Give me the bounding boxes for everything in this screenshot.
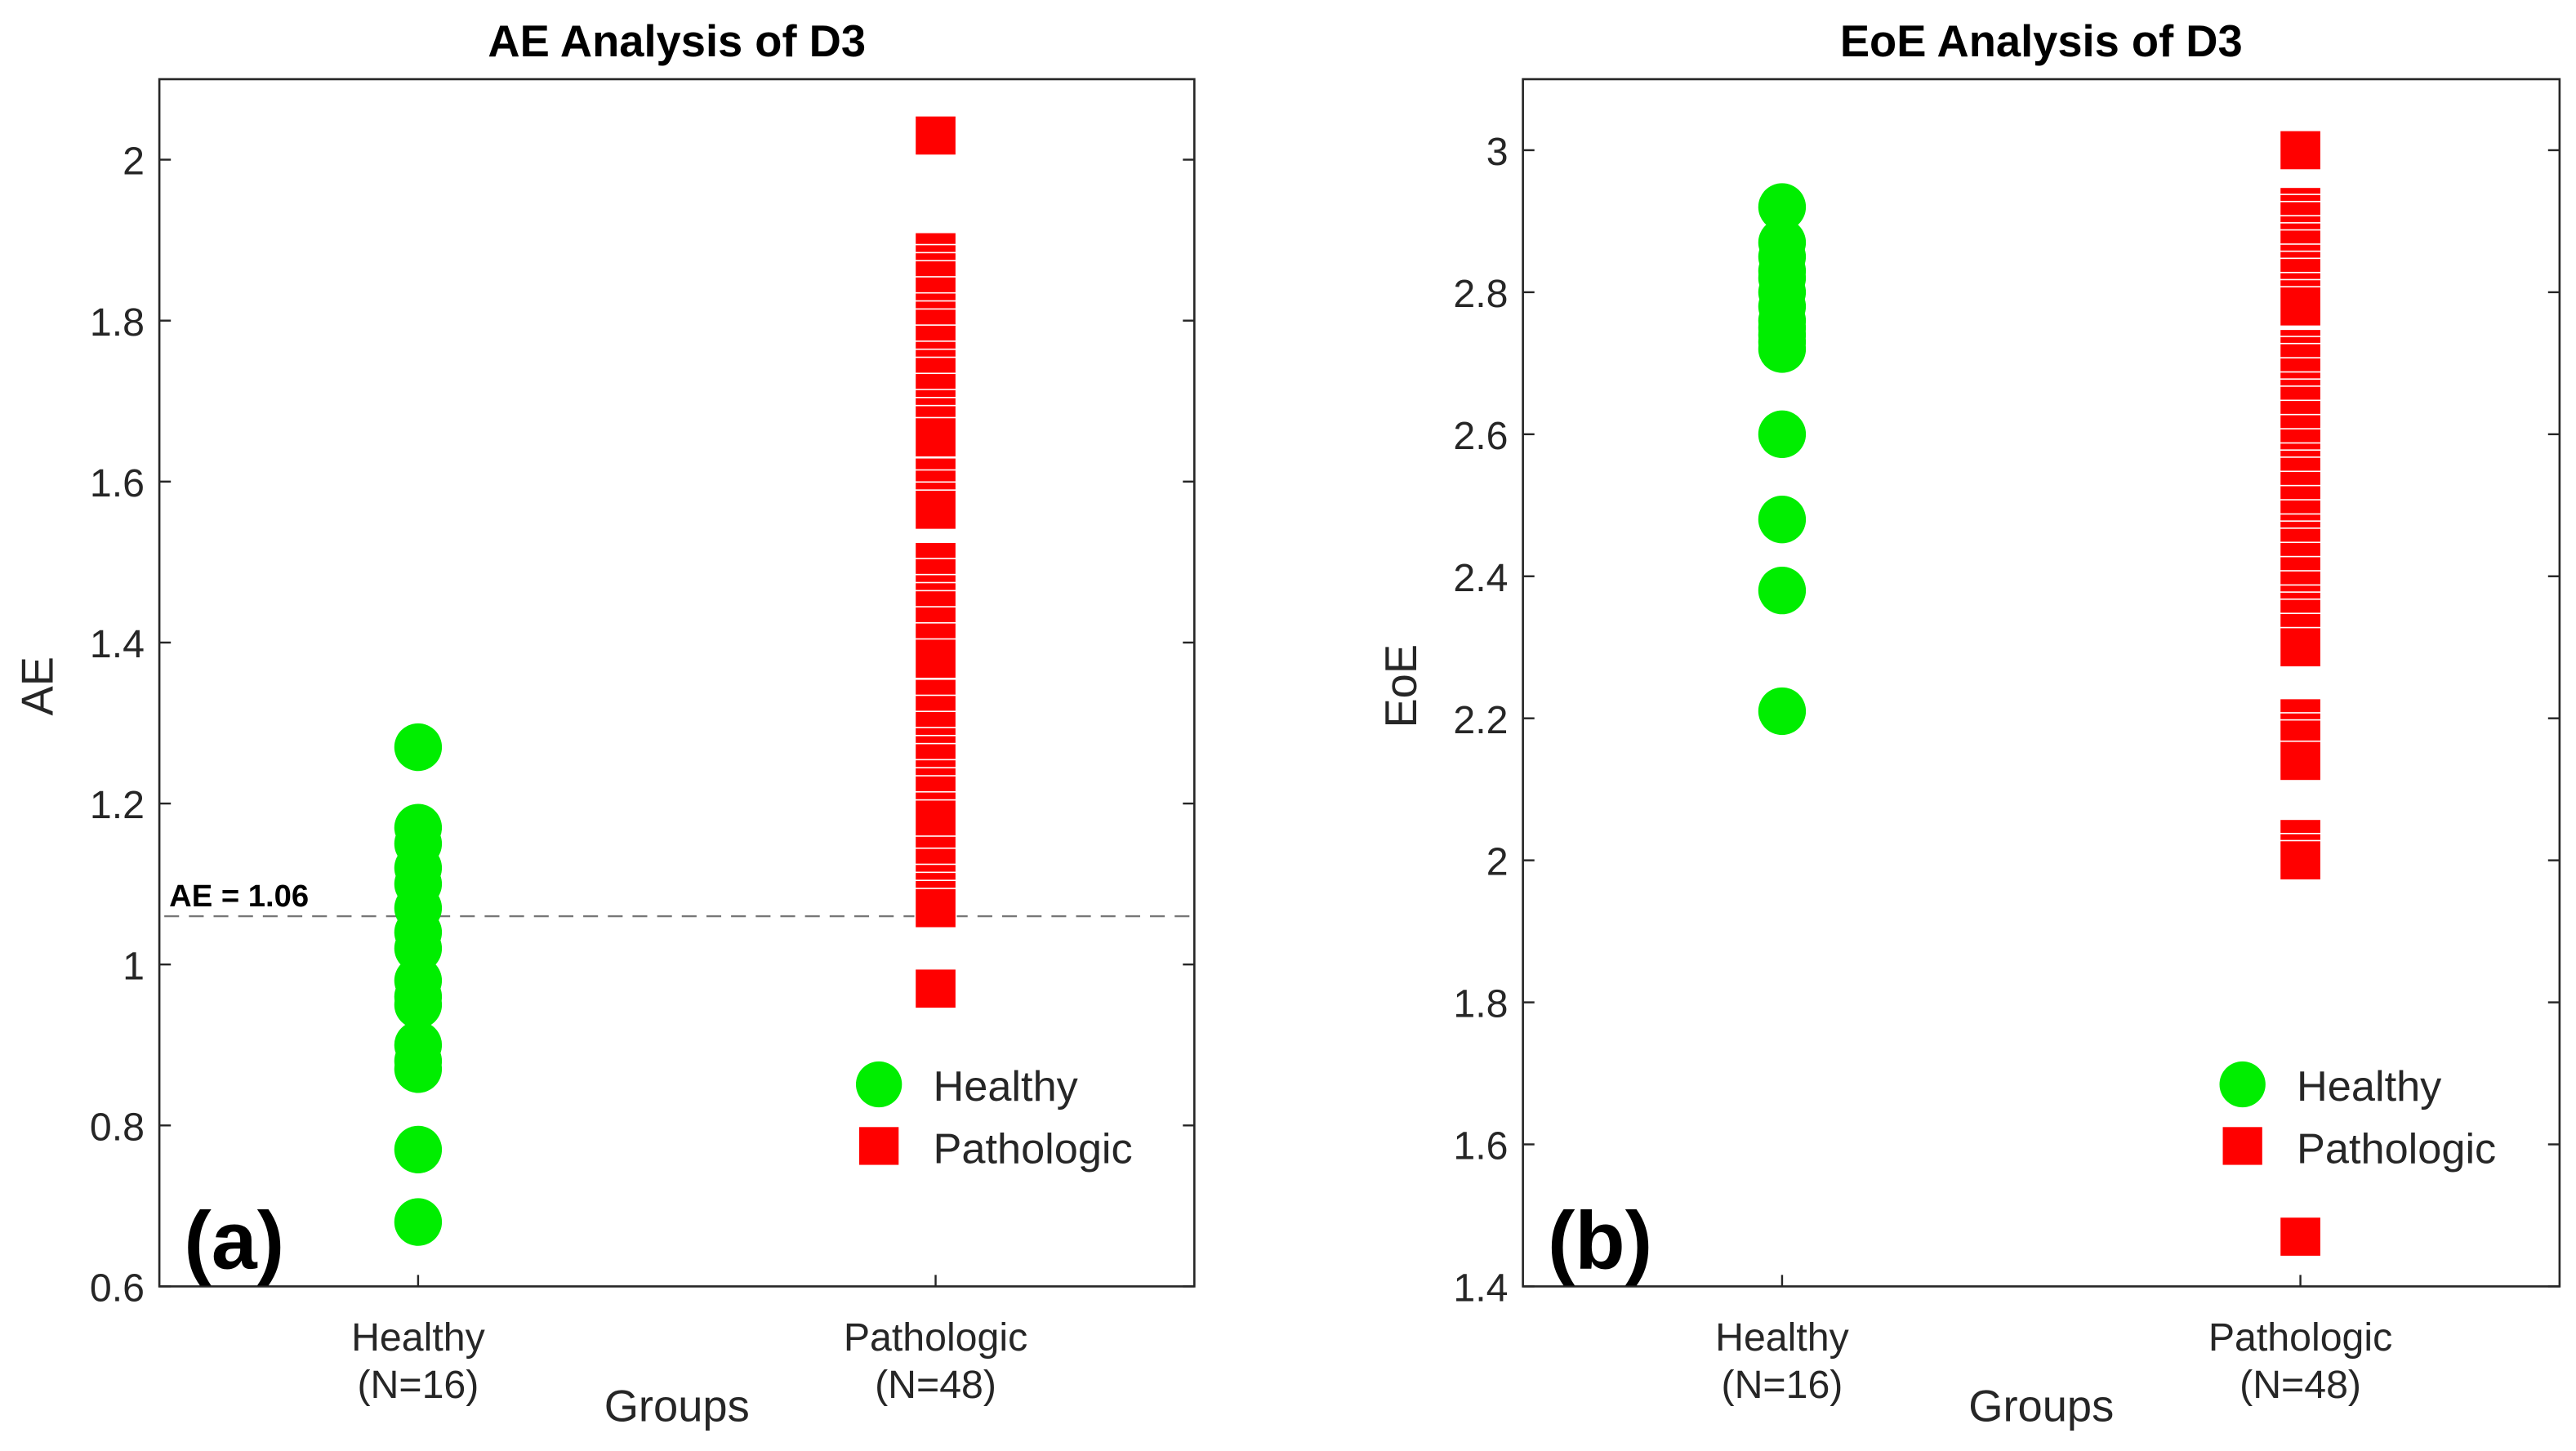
chart-title: AE Analysis of D3 bbox=[488, 16, 866, 66]
y-tick-label: 1.4 bbox=[90, 622, 145, 666]
x-axis-label: Groups bbox=[604, 1381, 750, 1431]
y-tick-label: 1.6 bbox=[1453, 1124, 1508, 1168]
eoe-chart: EoE Analysis of D3 1.4 1.6 1.8 2 2.2 2.4 2.6 2.8… bbox=[1376, 16, 2561, 1431]
y-tick-label: 2.6 bbox=[1453, 414, 1508, 458]
pathologic-point bbox=[914, 888, 957, 929]
pathologic-point bbox=[914, 416, 957, 458]
pathologic-point bbox=[2279, 740, 2322, 781]
panel-label: (a) bbox=[184, 1195, 284, 1286]
y-tick-label: 1.4 bbox=[1453, 1266, 1508, 1311]
legend-pathologic-marker bbox=[859, 1127, 899, 1165]
pathologic-point bbox=[914, 799, 957, 840]
axes-box bbox=[158, 78, 1196, 1288]
y-tick-label: 2.4 bbox=[1453, 556, 1508, 600]
pathologic-point bbox=[2279, 1216, 2322, 1257]
healthy-point bbox=[1758, 410, 1807, 458]
x-tick-sublabel: (N=16) bbox=[1722, 1363, 1843, 1407]
y-tick-label: 1.8 bbox=[90, 300, 145, 345]
axes-box bbox=[1522, 78, 2561, 1288]
y-tick-label: 3 bbox=[1486, 130, 1509, 174]
y-tick-label: 0.8 bbox=[90, 1105, 145, 1149]
y-tick-label: 1.6 bbox=[90, 461, 145, 505]
y-tick-label: 2 bbox=[123, 140, 145, 184]
x-tick-sublabel: (N=48) bbox=[2240, 1363, 2361, 1407]
healthy-point bbox=[394, 1125, 443, 1174]
y-tick-label: 2.2 bbox=[1453, 698, 1508, 742]
x-tick-label: Healthy bbox=[351, 1315, 486, 1360]
pathologic-point bbox=[914, 638, 957, 679]
pathologic-point bbox=[914, 968, 957, 1009]
y-tick-label: 1.2 bbox=[90, 783, 145, 827]
pathologic-point bbox=[2279, 839, 2322, 881]
legend-pathologic-label: Pathologic bbox=[934, 1126, 1133, 1173]
healthy-point bbox=[394, 1198, 443, 1246]
x-tick-label: Pathologic bbox=[844, 1315, 1027, 1360]
x-tick-label: Healthy bbox=[1715, 1315, 1850, 1360]
healthy-point bbox=[1758, 496, 1807, 544]
x-axis-label: Groups bbox=[1968, 1381, 2114, 1431]
y-tick-label: 0.6 bbox=[90, 1266, 145, 1311]
legend-pathologic-label: Pathologic bbox=[2297, 1126, 2496, 1173]
healthy-point bbox=[1758, 687, 1807, 736]
pathologic-point bbox=[914, 115, 957, 156]
legend-healthy-marker bbox=[855, 1061, 902, 1108]
pathologic-point bbox=[914, 489, 957, 531]
y-axis-label: AE bbox=[12, 657, 62, 715]
legend-healthy-label: Healthy bbox=[2297, 1063, 2442, 1111]
pathologic-point bbox=[2279, 626, 2322, 668]
y-axis-label: EoE bbox=[1376, 644, 1426, 728]
y-tick-label: 1 bbox=[123, 944, 145, 988]
pathologic-point bbox=[2279, 286, 2322, 327]
healthy-point bbox=[394, 723, 443, 772]
healthy-point bbox=[1758, 183, 1807, 231]
pathologic-point bbox=[2279, 130, 2322, 171]
y-tick-label: 2.8 bbox=[1453, 272, 1508, 316]
threshold-label: AE = 1.06 bbox=[169, 879, 309, 914]
healthy-point bbox=[394, 1045, 443, 1093]
y-tick-label: 2 bbox=[1486, 840, 1509, 884]
x-tick-sublabel: (N=16) bbox=[357, 1363, 479, 1407]
legend-healthy-marker bbox=[2219, 1061, 2266, 1108]
healthy-point bbox=[394, 981, 443, 1029]
panel-label: (b) bbox=[1548, 1195, 1652, 1286]
x-tick-label: Pathologic bbox=[2208, 1315, 2392, 1360]
healthy-point bbox=[1758, 325, 1807, 373]
y-tick-label: 1.8 bbox=[1453, 982, 1508, 1026]
legend-pathologic-marker bbox=[2222, 1127, 2262, 1165]
chart-title: EoE Analysis of D3 bbox=[1840, 16, 2243, 66]
legend-healthy-label: Healthy bbox=[934, 1063, 1079, 1111]
healthy-point bbox=[1758, 566, 1807, 615]
x-tick-sublabel: (N=48) bbox=[875, 1363, 996, 1407]
ae-chart: AE Analysis of D3 0.6 0.8 1 1.2 1.4 1.6 1.8 2 Hea… bbox=[12, 16, 1196, 1431]
